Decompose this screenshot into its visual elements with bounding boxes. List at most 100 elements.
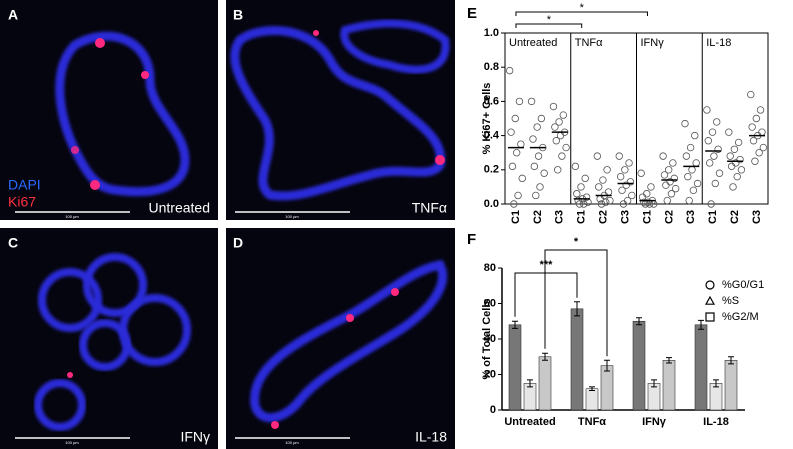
legend-label: %S: [722, 295, 739, 307]
data-point: [593, 152, 602, 160]
data-point: [507, 128, 515, 136]
x-tick-label: C3: [619, 210, 631, 224]
data-point: [663, 196, 671, 205]
ki67-cell: [313, 30, 319, 36]
data-point: [708, 128, 717, 136]
data-point: [549, 102, 558, 111]
ki67-cell: [67, 372, 73, 378]
condition-label: IFNγ: [180, 429, 210, 445]
data-point: [597, 200, 606, 208]
x-tick-label: C3: [685, 210, 697, 224]
data-point: [706, 159, 714, 167]
data-point: [693, 179, 702, 188]
stain-label: DAPI: [8, 177, 41, 193]
data-point: [637, 169, 645, 177]
x-tick-label: C2: [598, 210, 610, 224]
error-bar: [666, 357, 672, 364]
scale-label: 100 µm: [285, 214, 299, 219]
legend-label: %G0/G1: [722, 279, 764, 291]
x-tick-label: IFNγ: [642, 416, 667, 428]
panel-label: A: [8, 7, 18, 23]
legend-marker: [705, 312, 715, 322]
data-point: [621, 166, 629, 174]
data-point: [622, 181, 630, 189]
significance-bracket: [514, 272, 578, 317]
data-point: [625, 159, 633, 167]
bar: [724, 359, 738, 411]
data-point: [530, 162, 539, 171]
scale-label: 100 µm: [65, 214, 79, 219]
organoid: [250, 260, 448, 423]
data-point: [669, 159, 677, 167]
legend-marker: [704, 295, 716, 305]
legend-marker: [705, 280, 715, 290]
data-point: [660, 171, 669, 179]
data-point: [730, 145, 739, 153]
data-point: [558, 152, 566, 160]
organoid: [340, 19, 450, 74]
significance-bracket: [544, 249, 608, 357]
data-point: [640, 198, 648, 206]
error-bar: [589, 386, 595, 391]
error-bar: [728, 356, 734, 365]
data-point: [595, 183, 603, 191]
error-bar: [542, 352, 548, 361]
significance-bracket: [515, 23, 583, 28]
error-bar: [698, 319, 704, 330]
data-point: [540, 169, 548, 177]
data-point: [533, 123, 541, 131]
data-point: [710, 152, 718, 160]
data-point: [685, 196, 693, 205]
bar: [585, 388, 599, 411]
data-point: [628, 191, 636, 200]
data-point: [755, 148, 763, 157]
data-point: [733, 172, 741, 181]
data-point: [692, 159, 700, 167]
x-tick-label: C2: [729, 210, 741, 224]
data-point: [599, 176, 607, 184]
facet-label: IL-18: [706, 37, 731, 49]
data-point: [713, 118, 721, 126]
condition-label: Untreated: [149, 200, 210, 216]
significance-label: *: [574, 236, 579, 248]
x-tick-label: TNFα: [578, 416, 606, 428]
ki67-cell: [391, 288, 399, 296]
data-point: [577, 183, 585, 191]
data-point: [574, 196, 582, 205]
data-point: [575, 200, 584, 208]
data-point: [505, 66, 514, 75]
data-point: [619, 200, 628, 208]
organoid: [79, 319, 131, 371]
data-point: [662, 181, 670, 189]
data-point: [536, 183, 544, 191]
data-point: [616, 172, 625, 181]
data-point: [534, 152, 543, 160]
error-bar: [713, 379, 719, 388]
data-point: [689, 186, 698, 195]
bar: [538, 356, 552, 411]
data-point: [581, 174, 589, 183]
y-tick-label: 80: [484, 262, 496, 274]
micrograph-c: C IFNγ 100 µm: [0, 228, 218, 449]
y-tick-label: 20: [484, 368, 496, 380]
panel-label: D: [233, 235, 243, 251]
data-point: [647, 183, 655, 191]
y-tick-label: 60: [484, 297, 496, 309]
data-point: [643, 190, 651, 198]
x-tick-label: C1: [576, 210, 588, 224]
data-point: [686, 143, 695, 152]
x-tick-label: C3: [554, 210, 566, 224]
data-point: [551, 123, 559, 131]
data-point: [518, 174, 526, 183]
y-axis-label: % Ki67+ Cells: [481, 83, 493, 155]
bar: [662, 359, 676, 411]
data-point: [729, 183, 737, 191]
organoid: [38, 268, 102, 332]
organoid: [230, 26, 446, 201]
data-point: [756, 106, 765, 114]
data-point: [573, 190, 581, 198]
x-tick-label: C1: [510, 210, 522, 224]
ki67-cell: [95, 38, 105, 48]
data-point: [714, 145, 722, 153]
